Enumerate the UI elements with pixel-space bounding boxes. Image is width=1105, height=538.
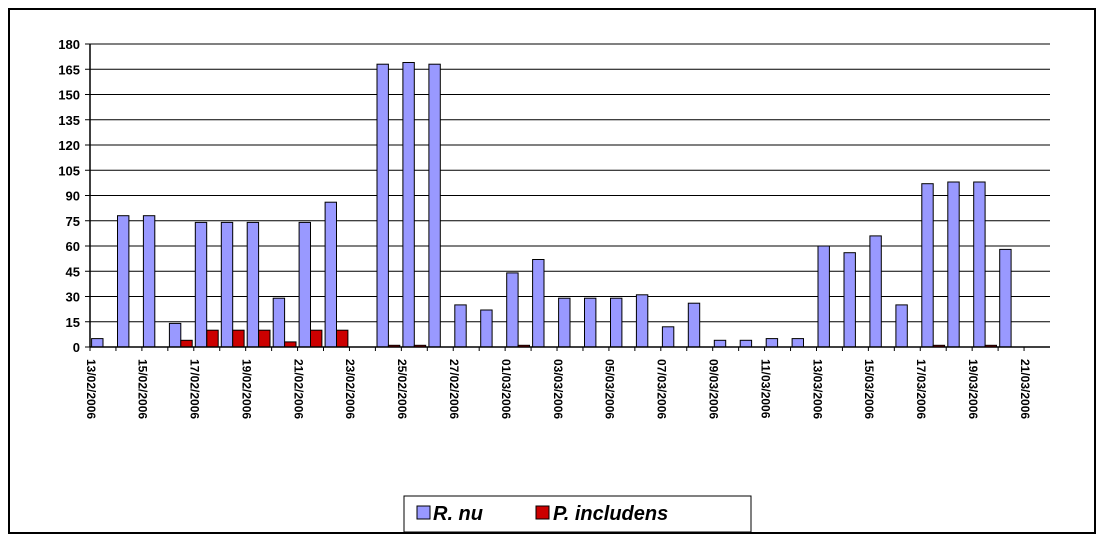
bar-rnu [272,297,286,348]
bar-rnu [142,215,156,348]
legend-swatch-r-nu [416,505,431,520]
bar-rnu [168,322,182,348]
x-tick-label: 15/03/2006 [862,359,876,419]
bar-rnu [661,326,675,348]
bar-rnu [947,181,960,348]
y-tick-label: 120 [58,138,80,153]
bar-rnu [765,338,779,348]
bar-rnu [91,338,104,348]
bar-rnu [895,304,908,348]
bar-pincludens [284,341,297,348]
legend-box [403,495,752,533]
legend-label-p-includens: P. includens [553,503,668,525]
x-axis-ticks: 13/02/2006 15/02/2006 17/02/2006 19/02/2006… [84,347,1032,419]
y-tick-label: 165 [58,62,80,77]
bar-pincludens [180,339,193,348]
y-tick-label: 180 [58,37,80,52]
y-tick-label: 135 [58,113,80,128]
bar-rnu [558,297,571,348]
bar-rnu [973,181,986,348]
bar-pincludens [310,329,323,348]
bar-rnu [584,297,597,348]
y-tick-label: 60 [66,239,80,254]
bar-pincludens [232,329,245,348]
x-tick-label: 19/02/2006 [239,359,253,419]
bar-rnu [999,248,1012,348]
x-tick-label: 15/02/2006 [136,359,150,419]
y-tick-label: 30 [66,290,80,305]
x-tick-label: 17/02/2006 [188,359,202,419]
y-tick-label: 75 [66,214,80,229]
bar-rnu [610,297,623,348]
y-tick-label: 90 [66,189,80,204]
bar-rnu [194,221,208,348]
axes [89,44,1050,348]
x-tick-label: 07/03/2006 [655,359,669,419]
legend: R. nu P. includens [403,495,752,533]
y-axis-ticks: 0 15 30 45 60 75 90 105 120 135 150 165 180 [58,37,90,355]
x-tick-label: 23/02/2006 [343,359,357,419]
x-tick-label: 09/03/2006 [707,359,721,419]
bar-rnu [117,215,130,348]
bar-rnu [402,62,415,348]
x-tick-label: 27/02/2006 [447,359,461,419]
x-tick-label: 17/03/2006 [914,359,928,419]
bar-rnu [506,272,519,348]
x-tick-label: 13/02/2006 [84,359,98,419]
x-tick-label: 05/03/2006 [603,359,617,419]
bar-rnu [739,339,753,348]
legend-label-r-nu: R. nu [433,503,483,525]
bar-rnu [428,63,441,348]
y-tick-label: 150 [58,88,80,103]
bar-pincludens [258,329,271,348]
bar-rnu [921,183,934,348]
y-tick-label: 15 [66,315,80,330]
bar-rnu [246,221,260,348]
bar-rnu [713,339,727,348]
bar-rnu [298,221,312,348]
x-tick-label: 13/03/2006 [810,359,824,419]
y-tick-label: 45 [66,264,80,279]
bar-rnu [220,221,234,348]
y-tick-label: 0 [73,340,80,355]
bar-rnu [687,302,701,348]
bar-pincludens [336,329,349,348]
x-tick-label: 21/03/2006 [1018,359,1032,419]
bar-rnu [869,235,882,348]
x-tick-label: 19/03/2006 [966,359,980,419]
x-tick-label: 25/02/2006 [395,359,409,419]
bar-rnu [324,201,338,348]
bar-rnu [454,304,467,348]
x-tick-label: 03/03/2006 [551,359,565,419]
bar-rnu [480,309,493,348]
bar-rnu [843,252,856,348]
bar-rnu [376,63,389,348]
legend-swatch-p-includens [535,505,550,520]
bar-pincludens [206,329,219,348]
bar-rnu [817,245,830,348]
bar-rnu [791,338,804,348]
bar-rnu [532,259,545,348]
x-tick-label: 21/02/2006 [291,359,305,419]
x-tick-label: 01/03/2006 [499,359,513,419]
bar-rnu [635,294,649,348]
y-tick-label: 105 [58,163,80,178]
bars [91,62,1012,348]
x-tick-label: 11/03/2006 [758,359,772,419]
